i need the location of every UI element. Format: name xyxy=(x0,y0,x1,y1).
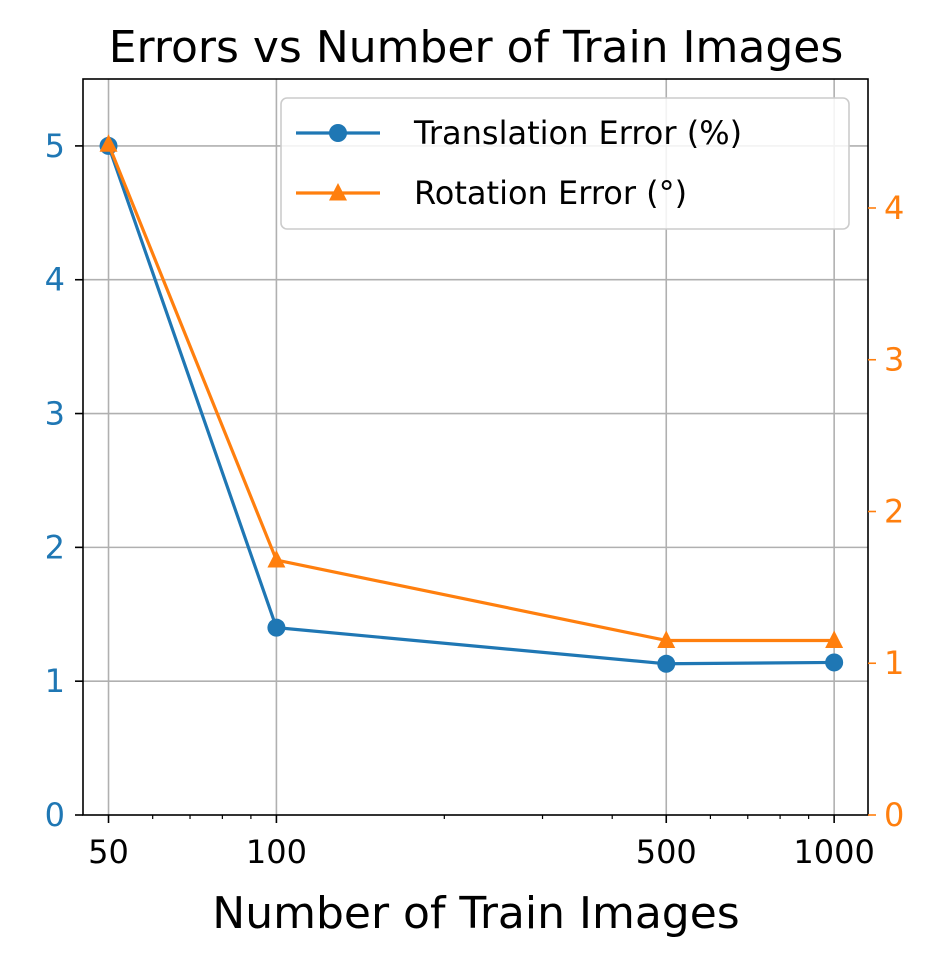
data-point xyxy=(657,630,676,648)
right-y-axis: 0 1 2 3 4 xyxy=(868,189,904,834)
x-tick-label: 500 xyxy=(636,833,697,871)
x-axis: 50 100 500 1000 xyxy=(88,815,875,871)
data-point xyxy=(99,134,118,152)
legend-label: Rotation Error (°) xyxy=(414,174,687,212)
right-y-tick-label: 0 xyxy=(884,796,904,834)
x-tick-label: 1000 xyxy=(793,833,874,871)
legend-label: Translation Error (%) xyxy=(413,114,742,152)
legend-item: Rotation Error (°) xyxy=(296,174,687,212)
right-y-tick-label: 4 xyxy=(884,189,904,227)
series-line xyxy=(107,143,835,643)
legend-marker xyxy=(329,124,347,142)
x-axis-label: Number of Train Images xyxy=(212,888,739,939)
left-y-tick-label: 5 xyxy=(45,127,65,165)
data-point xyxy=(267,618,286,637)
left-y-tick-label: 0 xyxy=(45,796,65,834)
data-point xyxy=(825,653,844,672)
data-point xyxy=(267,550,286,568)
chart-title: Errors vs Number of Train Images xyxy=(109,22,844,73)
series-line xyxy=(107,145,835,666)
series-rotation-error xyxy=(99,134,844,648)
legend-box xyxy=(280,97,850,230)
right-y-tick-label: 2 xyxy=(884,492,904,530)
legend: Translation Error (%) Rotation Error (°) xyxy=(280,97,850,230)
data-point xyxy=(825,630,844,648)
left-y-tick-label: 2 xyxy=(45,528,65,566)
legend-marker xyxy=(329,183,347,201)
series-layer xyxy=(99,134,844,673)
left-y-tick-label: 1 xyxy=(45,662,65,700)
x-tick-label: 100 xyxy=(246,833,307,871)
left-y-tick-label: 3 xyxy=(45,395,65,433)
left-y-axis: 0 1 2 3 4 5 xyxy=(45,127,83,834)
x-tick-label: 50 xyxy=(88,833,129,871)
left-y-tick-label: 4 xyxy=(45,261,65,299)
plot-frame xyxy=(82,78,869,816)
right-y-tick-label: 3 xyxy=(884,341,904,379)
data-point xyxy=(657,654,676,673)
legend-item: Translation Error (%) xyxy=(296,114,742,152)
right-y-tick-label: 1 xyxy=(884,644,904,682)
